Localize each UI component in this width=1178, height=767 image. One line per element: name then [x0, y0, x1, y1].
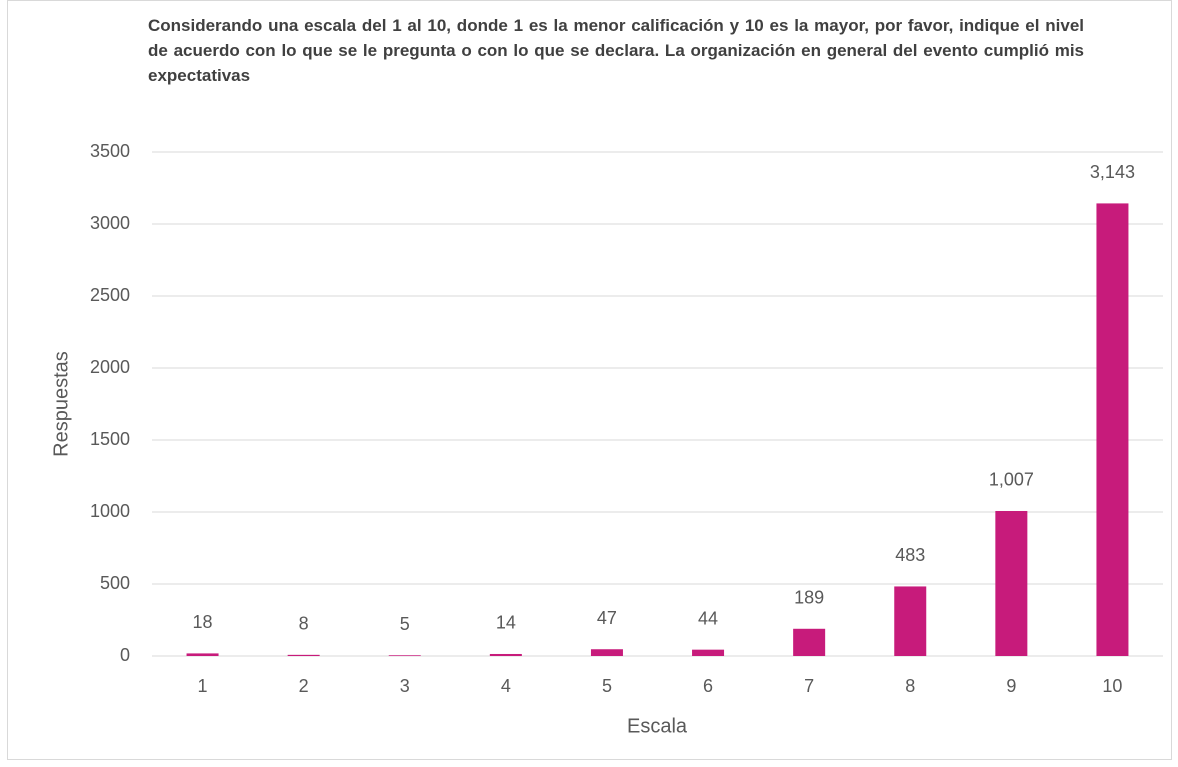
- x-tick-label: 1: [198, 676, 208, 696]
- value-label: 1,007: [989, 470, 1034, 490]
- bar: [894, 586, 927, 656]
- x-tick-label: 8: [905, 676, 915, 696]
- x-tick-label: 6: [703, 676, 713, 696]
- bar: [692, 649, 725, 656]
- bar: [1096, 203, 1129, 656]
- x-tick-label: 5: [602, 676, 612, 696]
- value-label: 14: [496, 613, 516, 633]
- y-tick-label: 3000: [90, 213, 130, 233]
- bar: [388, 655, 421, 656]
- y-axis-label: Respuestas: [50, 351, 72, 457]
- x-tick-label: 2: [299, 676, 309, 696]
- value-label: 3,143: [1090, 162, 1135, 182]
- x-tick-label: 9: [1006, 676, 1016, 696]
- x-tick-label: 10: [1102, 676, 1122, 696]
- value-label: 8: [299, 614, 309, 634]
- bar: [489, 653, 522, 656]
- value-label: 5: [400, 614, 410, 634]
- y-tick-label: 2500: [90, 285, 130, 305]
- bar: [590, 649, 623, 656]
- value-label: 44: [698, 608, 718, 628]
- x-tick-label: 3: [400, 676, 410, 696]
- bar: [793, 628, 826, 656]
- y-tick-label: 1000: [90, 501, 130, 521]
- y-tick-label: 1500: [90, 429, 130, 449]
- bar: [186, 653, 219, 656]
- value-label: 189: [794, 588, 824, 608]
- y-tick-label: 500: [100, 573, 130, 593]
- x-tick-label: 4: [501, 676, 511, 696]
- y-tick-label: 2000: [90, 357, 130, 377]
- bar: [287, 654, 320, 656]
- y-tick-label: 0: [120, 645, 130, 665]
- chart-title: Considerando una escala del 1 al 10, don…: [148, 16, 1084, 85]
- value-label: 47: [597, 608, 617, 628]
- x-axis-label: Escala: [627, 715, 688, 737]
- chart-border: [7, 0, 1172, 760]
- value-label: 483: [895, 545, 925, 565]
- y-tick-label: 3500: [90, 141, 130, 161]
- bar: [995, 510, 1028, 656]
- value-label: 18: [193, 612, 213, 632]
- x-tick-label: 7: [804, 676, 814, 696]
